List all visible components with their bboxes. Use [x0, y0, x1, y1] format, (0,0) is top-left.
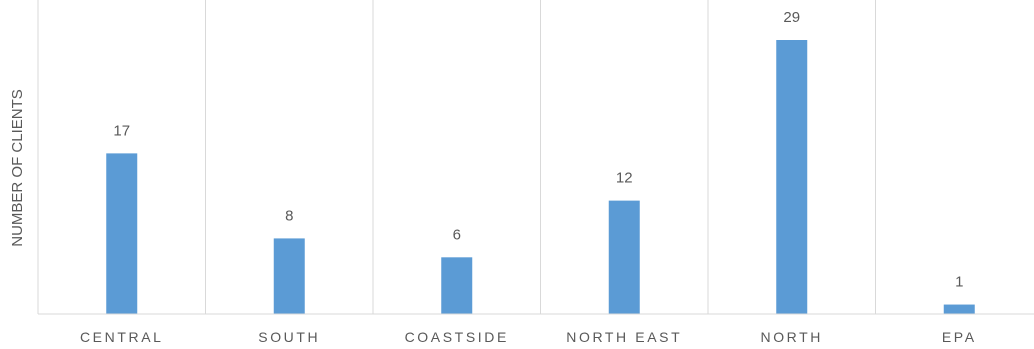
- bar-south: [273, 238, 305, 314]
- x-tick-label: NORTH: [760, 329, 823, 345]
- data-label: 29: [783, 9, 800, 26]
- data-label: 12: [616, 170, 633, 187]
- x-tick-label: SOUTH: [258, 329, 320, 345]
- gridlines: [37, 0, 876, 314]
- data-label: 8: [285, 207, 293, 224]
- x-tick-label: COASTSIDE: [405, 329, 509, 345]
- bar-coastside: [441, 257, 473, 314]
- bar-north-east: [608, 200, 640, 314]
- x-tick-label: CENTRAL: [80, 329, 164, 345]
- x-tick-labels: CENTRAL SOUTH COASTSIDE NORTH EAST NORTH EPA: [80, 329, 977, 345]
- bar-epa: [943, 304, 975, 314]
- x-tick-label: NORTH EAST: [566, 329, 682, 345]
- bars: [106, 40, 975, 314]
- y-axis-title: NUMBER OF CLIENTS: [9, 89, 26, 247]
- bar-central: [106, 153, 138, 314]
- data-label: 17: [113, 122, 130, 139]
- data-label: 1: [955, 274, 963, 291]
- data-label: 6: [453, 226, 461, 243]
- x-tick-label: EPA: [942, 329, 977, 345]
- data-labels: 17 8 6 12 29 1: [113, 9, 963, 291]
- bar-north: [776, 40, 808, 314]
